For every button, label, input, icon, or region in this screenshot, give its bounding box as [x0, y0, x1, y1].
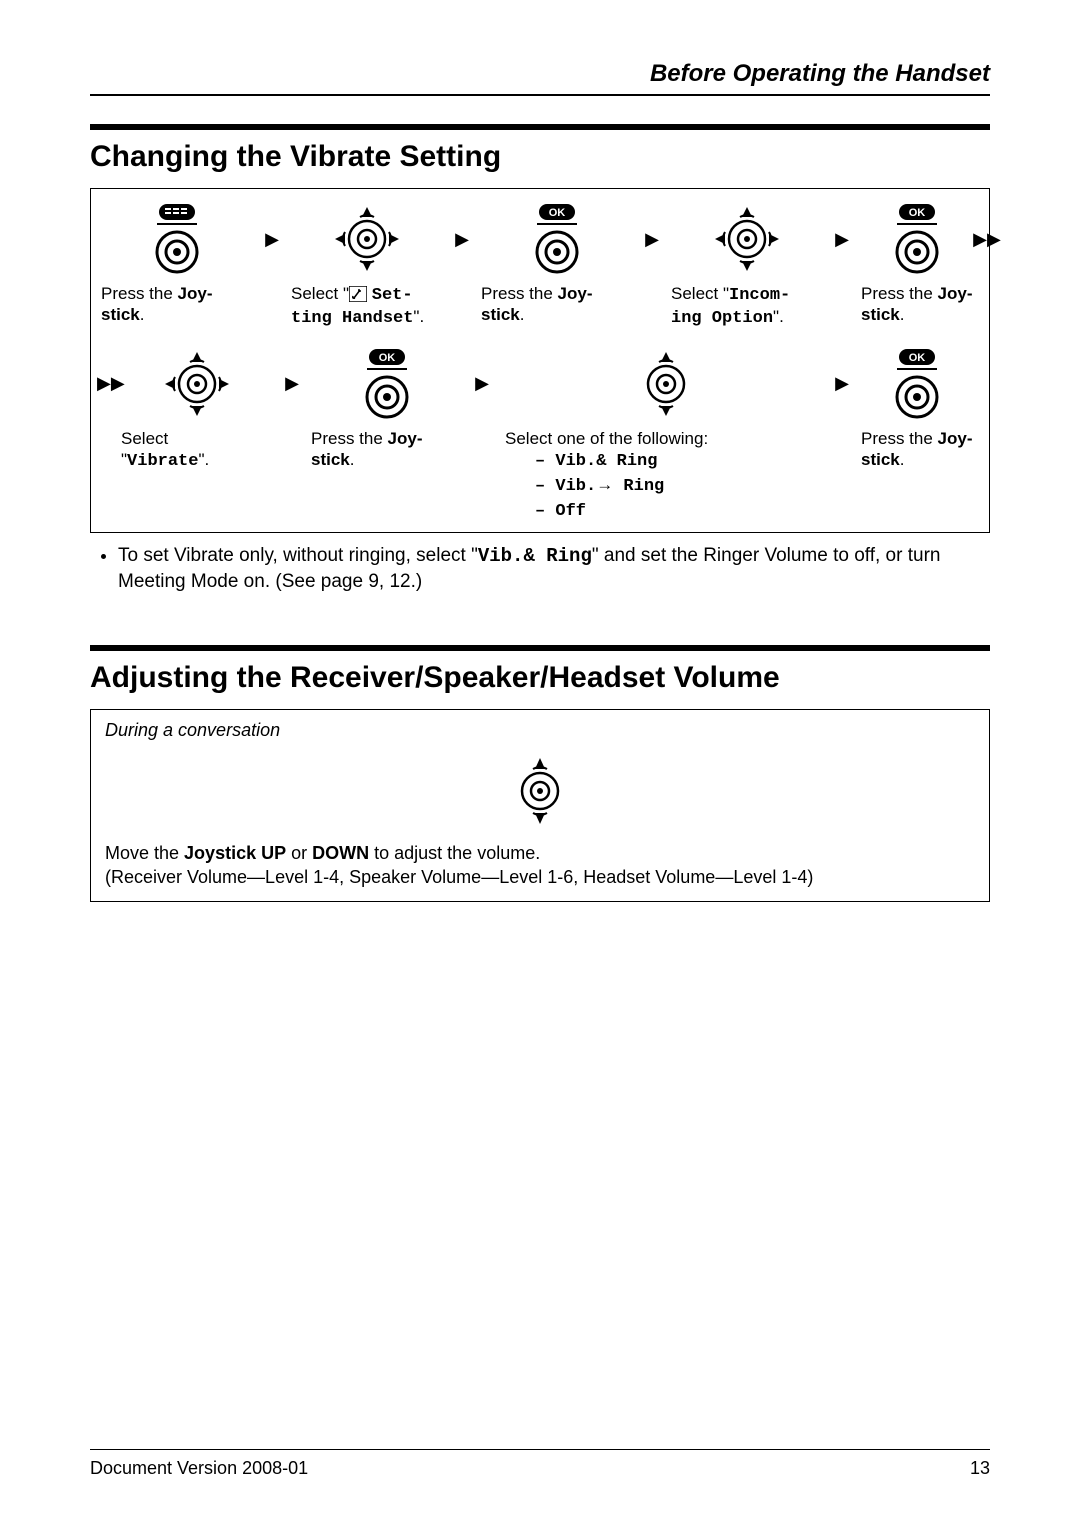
step8-caption: Select one of the following: – Vib.& Rin… — [505, 424, 827, 524]
step7-caption: Press the Joy- stick. — [307, 424, 467, 471]
note-item: To set Vibrate only, without ringing, se… — [118, 543, 990, 595]
flow-row-2: ▶▶ Select "Vibrate". ▶ — [97, 344, 983, 524]
ok-joystick-icon: OK — [357, 344, 417, 424]
nav-updown-icon — [105, 755, 975, 827]
step8: Select one of the following: – Vib.& Rin… — [497, 344, 827, 524]
continue-arrow-icon: ▶▶ — [977, 199, 997, 279]
nav-updown-icon — [505, 344, 827, 424]
page-number: 13 — [970, 1458, 990, 1479]
ok-joystick-icon: OK — [527, 199, 587, 279]
vibrate-flow-diagram: Press the Joy- stick. ▶ — [90, 188, 990, 533]
svg-text:OK: OK — [379, 352, 396, 364]
step9-caption: Press the Joy- stick. — [857, 424, 977, 471]
volume-box: During a conversation Move the Joystick … — [90, 709, 990, 903]
svg-text:OK: OK — [549, 207, 566, 219]
ok-joystick-icon: OK — [887, 199, 947, 279]
step6-caption: Select "Vibrate". — [117, 424, 277, 473]
arrow-icon: ▶ — [447, 199, 477, 279]
step5: OK Press the Joy- stick. — [857, 199, 977, 326]
step4-caption: Select "Incom- ing Option". — [667, 279, 827, 330]
step7: OK Press the Joy- stick. — [307, 344, 467, 471]
step1-caption: Press the Joy- stick. — [97, 279, 257, 326]
context-label: During a conversation — [105, 720, 975, 741]
nav-4way-icon — [712, 199, 782, 279]
continue-arrow-icon: ▶▶ — [97, 344, 117, 424]
nav-4way-icon — [332, 199, 402, 279]
volume-instruction-1: Move the Joystick UP or DOWN to adjust t… — [105, 841, 975, 865]
arrow-icon: ▶ — [827, 344, 857, 424]
step4: Select "Incom- ing Option". — [667, 199, 827, 330]
step1: Press the Joy- stick. — [97, 199, 257, 326]
step2-caption: Select " Set- ting Handset". — [287, 279, 447, 330]
step3-caption: Press the Joy- stick. — [477, 279, 637, 326]
step2: Select " Set- ting Handset". — [287, 199, 447, 330]
step6: Select "Vibrate". — [117, 344, 277, 473]
page-header: Before Operating the Handset — [90, 60, 990, 96]
vibrate-options: – Vib.& Ring – Vib.→ Ring – Off — [505, 449, 823, 524]
header-title: Before Operating the Handset — [650, 60, 990, 87]
section1-title: Changing the Vibrate Setting — [90, 140, 990, 174]
ok-joystick-icon: OK — [887, 344, 947, 424]
volume-instruction-2: (Receiver Volume—Level 1-4, Speaker Volu… — [105, 865, 975, 889]
section1-note: To set Vibrate only, without ringing, se… — [90, 543, 990, 595]
section-divider — [90, 124, 990, 130]
arrow-icon: ▶ — [637, 199, 667, 279]
section-divider — [90, 645, 990, 651]
arrow-icon: ▶ — [467, 344, 497, 424]
step5-caption: Press the Joy- stick. — [857, 279, 977, 326]
doc-version: Document Version 2008-01 — [90, 1458, 308, 1479]
svg-text:OK: OK — [909, 352, 926, 364]
arrow-icon: ▶ — [827, 199, 857, 279]
svg-text:OK: OK — [909, 207, 926, 219]
step9: OK Press the Joy- stick. — [857, 344, 977, 471]
page-footer: Document Version 2008-01 13 — [90, 1449, 990, 1479]
menu-joystick-icon — [147, 199, 207, 279]
step3: OK Press the Joy- stick. — [477, 199, 637, 326]
arrow-icon: ▶ — [257, 199, 287, 279]
nav-4way-icon — [162, 344, 232, 424]
arrow-icon: ▶ — [277, 344, 307, 424]
flow-row-1: Press the Joy- stick. ▶ — [97, 199, 983, 330]
section2-title: Adjusting the Receiver/Speaker/Headset V… — [90, 661, 990, 695]
